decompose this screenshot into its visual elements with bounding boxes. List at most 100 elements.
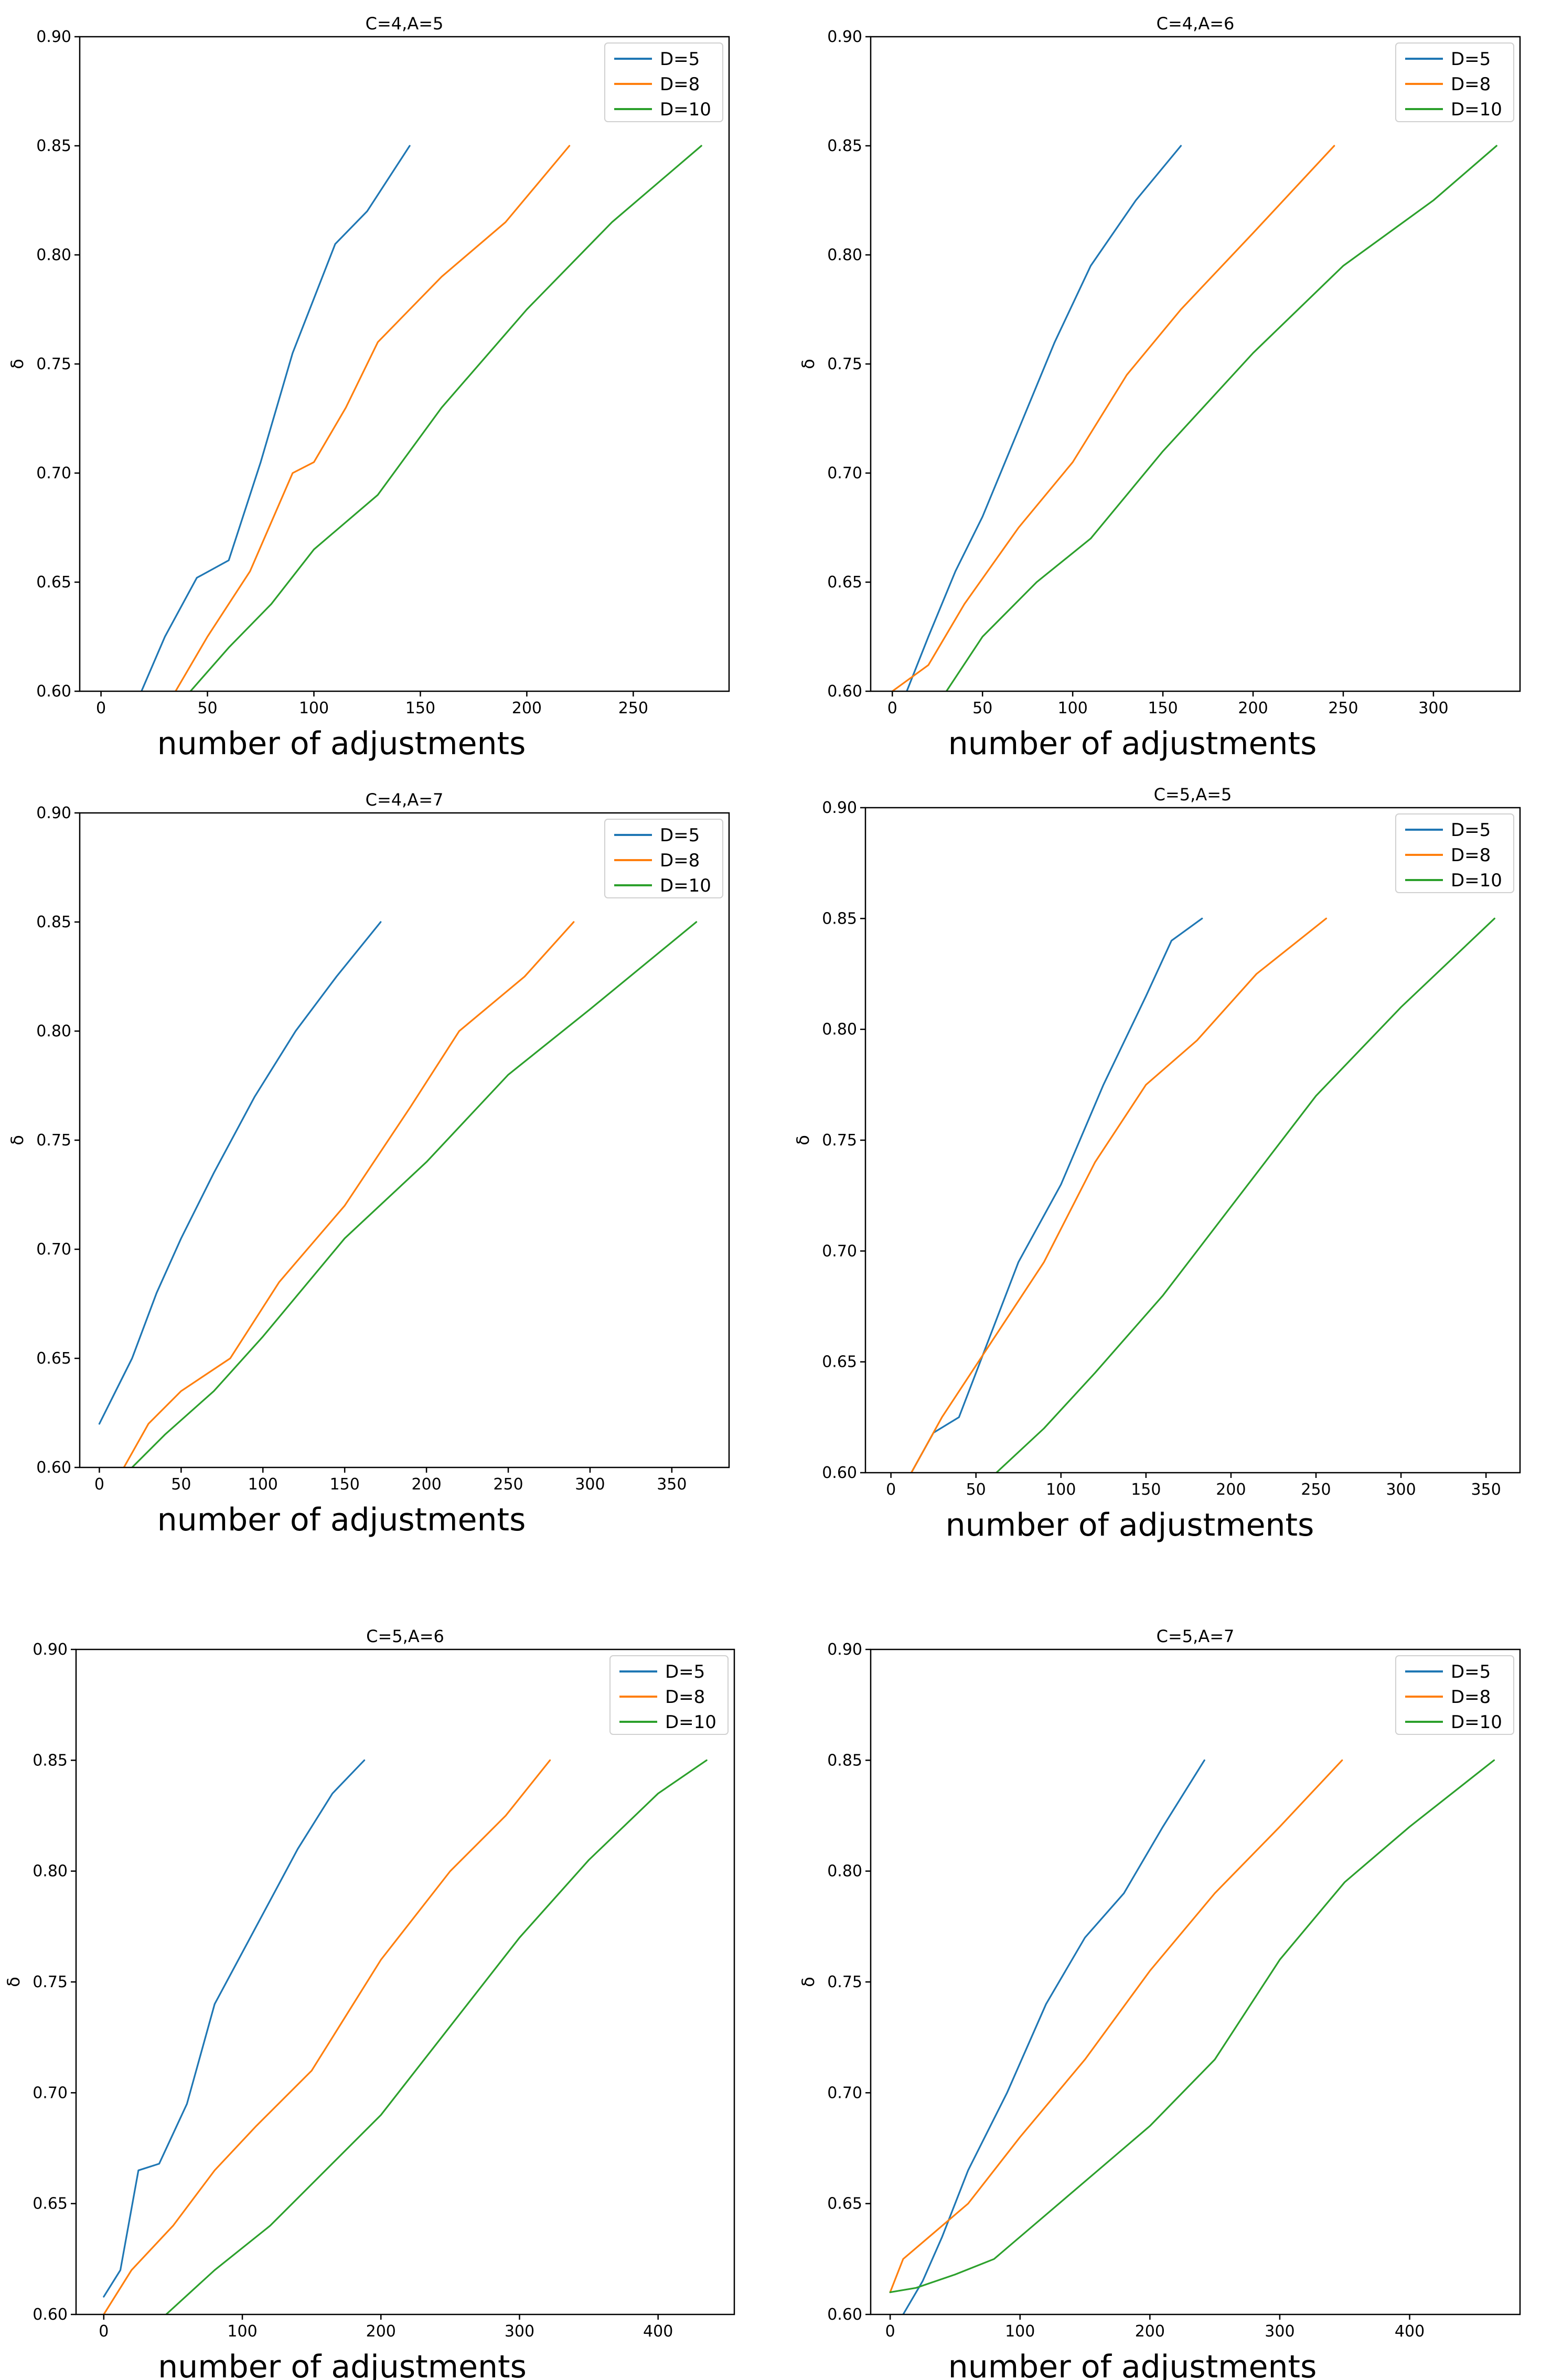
series-line-d-5	[910, 917, 1203, 1473]
x-tick-label: 250	[1328, 699, 1358, 717]
series-line-d-8	[891, 145, 1335, 691]
x-tick-label: 100	[1005, 2322, 1035, 2341]
legend-label: D=8	[1451, 1687, 1491, 1708]
series-line-d-5	[98, 921, 382, 1425]
x-axis-label: number of adjustments	[948, 2349, 1317, 2380]
series-line-d-10	[889, 1759, 1495, 2293]
chart-title: C=4,A=5	[366, 14, 444, 34]
x-tick-label: 200	[1238, 699, 1268, 717]
legend-label: D=10	[665, 1712, 716, 1733]
y-tick-label: 0.80	[827, 246, 862, 264]
legend-label: D=8	[660, 74, 700, 95]
series-line-d-8	[175, 145, 571, 691]
x-tick-label: 0	[96, 699, 106, 717]
legend-label: D=10	[1451, 99, 1502, 120]
x-tick-label: 350	[1471, 1481, 1501, 1499]
y-tick-label: 0.65	[827, 2195, 862, 2213]
y-tick-label: 0.75	[822, 1131, 857, 1150]
x-axis-label: number of adjustments	[946, 1507, 1314, 1543]
y-tick-label: 0.85	[822, 909, 857, 928]
legend-box	[604, 819, 723, 898]
x-tick-label: 100	[227, 2322, 257, 2341]
y-axis-label: δ	[798, 1977, 818, 1987]
y-tick-label: 0.80	[33, 1862, 68, 1881]
x-tick-label: 100	[248, 1475, 278, 1494]
y-tick-label: 0.65	[822, 1353, 857, 1371]
x-tick-label: 400	[1395, 2322, 1425, 2341]
x-tick-label: 0	[887, 699, 897, 717]
y-tick-label: 0.75	[827, 1973, 862, 1991]
chart-2: 0.60 0.65 0.70 0.75 0.80 0.85 0.90 0 50 100 150 200…	[798, 14, 1521, 762]
y-tick-label: 0.80	[36, 1022, 71, 1041]
y-tick-label: 0.75	[36, 355, 71, 373]
legend-label: D=5	[1451, 820, 1491, 841]
series-line-d-10	[945, 145, 1497, 691]
x-tick-label: 200	[411, 1475, 441, 1494]
legend-label: D=10	[1451, 1712, 1502, 1733]
axes-frame	[870, 36, 1521, 692]
legend-label: D=8	[1451, 74, 1491, 95]
x-tick-label: 300	[505, 2322, 534, 2341]
y-tick-label: 0.60	[827, 2306, 862, 2324]
chart-1: 0.60 0.65 0.70 0.75 0.80 0.85 0.90 0 50 100 150 200…	[7, 14, 730, 762]
x-tick-label: 200	[512, 699, 542, 717]
x-tick-label: 100	[299, 699, 329, 717]
y-tick-label: 0.65	[33, 2195, 68, 2213]
y-tick-label: 0.75	[33, 1973, 68, 1991]
y-tick-label: 0.60	[36, 1459, 71, 1477]
legend-box	[1395, 1655, 1514, 1735]
x-tick-label: 400	[643, 2322, 673, 2341]
x-axis-label: number of adjustments	[157, 1502, 526, 1538]
y-tick-label: 0.70	[36, 464, 71, 483]
legend: D=5 D=8 D=10	[1395, 42, 1514, 122]
x-tick-label: 50	[171, 1475, 191, 1494]
y-tick-label: 0.85	[33, 1751, 68, 1770]
legend-box	[1395, 42, 1514, 122]
series-line-d-5	[902, 1759, 1205, 2314]
x-tick-label: 50	[966, 1481, 986, 1499]
x-tick-label: 150	[1148, 699, 1178, 717]
y-tick-label: 0.70	[36, 1240, 71, 1259]
x-tick-label: 250	[493, 1475, 523, 1494]
x-tick-label: 300	[1265, 2322, 1294, 2341]
legend-label: D=8	[1451, 845, 1491, 866]
chart-title: C=5,A=7	[1157, 1626, 1235, 1646]
legend: D=5 D=8 D=10	[604, 42, 723, 122]
x-tick-label: 250	[1301, 1481, 1331, 1499]
legend: D=5 D=8 D=10	[609, 1655, 729, 1735]
legend: D=5 D=8 D=10	[1395, 813, 1514, 893]
y-tick-label: 0.65	[36, 573, 71, 592]
y-tick-label: 0.90	[36, 804, 71, 822]
x-axis-label: number of adjustments	[158, 2349, 527, 2380]
y-tick-label: 0.85	[36, 913, 71, 931]
chart-title: C=5,A=5	[1154, 785, 1232, 805]
y-tick-label: 0.60	[822, 1464, 857, 1482]
legend-box	[1395, 813, 1514, 893]
series-line-d-10	[165, 1759, 708, 2314]
legend-box	[609, 1655, 729, 1735]
y-tick-label: 0.80	[827, 1862, 862, 1881]
chart-title: C=4,A=6	[1157, 14, 1235, 34]
x-tick-label: 0	[94, 1475, 104, 1494]
y-tick-label: 0.75	[827, 355, 862, 373]
x-axis-label: number of adjustments	[948, 725, 1317, 762]
chart-6: 0.60 0.65 0.70 0.75 0.80 0.85 0.90 0 100 200 300 40…	[798, 1626, 1521, 2380]
axes-frame	[79, 36, 730, 692]
legend-label: D=5	[665, 1661, 705, 1682]
legend-box	[604, 42, 723, 122]
y-tick-label: 0.60	[36, 682, 71, 701]
chart-title: C=5,A=6	[366, 1626, 444, 1646]
series-line-d-8	[910, 917, 1328, 1473]
legend-label: D=8	[660, 850, 700, 871]
x-tick-label: 300	[1418, 699, 1448, 717]
axes-frame	[79, 812, 730, 1468]
y-axis-label: δ	[7, 1135, 27, 1145]
x-tick-label: 300	[1386, 1481, 1416, 1499]
y-axis-label: δ	[7, 359, 27, 369]
legend-label: D=10	[660, 99, 711, 120]
axes-frame	[75, 1648, 735, 2315]
series-line-d-5	[103, 1759, 366, 2298]
x-tick-label: 0	[99, 2322, 109, 2341]
series-line-d-8	[123, 921, 575, 1467]
y-axis-label: δ	[793, 1135, 813, 1145]
